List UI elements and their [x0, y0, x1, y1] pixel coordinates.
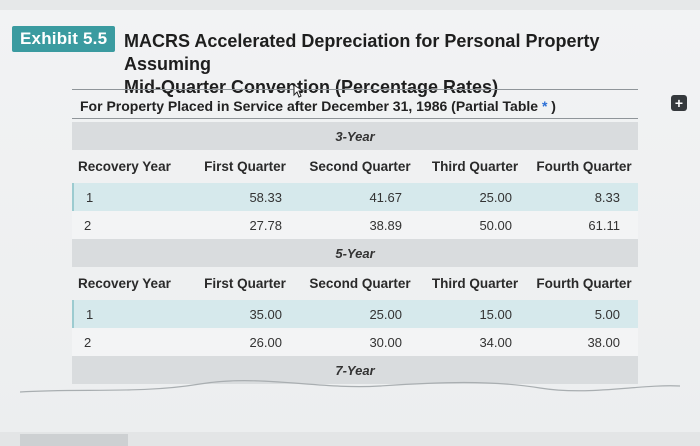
table-cell: 27.78 [190, 211, 300, 239]
torn-edge-line [20, 380, 680, 393]
plus-icon[interactable]: + [671, 95, 687, 111]
table-cell: 41.67 [300, 183, 420, 211]
bottom-strip [0, 432, 700, 446]
table-cell: 34.00 [420, 328, 530, 356]
column-header-row: Recovery Year First Quarter Second Quart… [72, 150, 638, 183]
table-cell: 2 [72, 328, 190, 356]
table-cell: 1 [72, 183, 190, 211]
table-cell: 15.00 [420, 300, 530, 328]
table-cell: 26.00 [190, 328, 300, 356]
table-cell: 50.00 [420, 211, 530, 239]
table-cell: 1 [72, 300, 190, 328]
table-cell: 5.00 [530, 300, 638, 328]
column-header: Third Quarter [431, 159, 519, 174]
subtitle-close: ) [547, 98, 556, 114]
table-subtitle: For Property Placed in Service after Dec… [80, 98, 556, 114]
table-cell: 25.00 [420, 183, 530, 211]
table-row: 2 27.78 38.89 50.00 61.11 [72, 211, 638, 239]
column-header: First Quarter [204, 276, 286, 291]
section-header-5-year: 5-Year [72, 239, 638, 267]
table-cell: 25.00 [300, 300, 420, 328]
top-strip [0, 0, 700, 10]
section-header-7-year: 7-Year [72, 356, 638, 384]
column-header: Recovery Year [78, 159, 171, 174]
subtitle-divider [72, 118, 638, 119]
subtitle-text: For Property Placed in Service after Dec… [80, 98, 539, 114]
column-header: Second Quarter [309, 159, 411, 174]
macrs-table: 3-Year Recovery Year First Quarter Secon… [72, 122, 638, 384]
column-header-row: Recovery Year First Quarter Second Quart… [72, 267, 638, 300]
exhibit-title-line-2: Mid-Quarter Convention (Percentage Rates… [124, 77, 499, 97]
exhibit-badge: Exhibit 5.5 [12, 26, 116, 52]
section-label: 7-Year [72, 356, 638, 384]
column-header: Fourth Quarter [536, 159, 632, 174]
column-header: Third Quarter [431, 276, 519, 291]
table-cell: 8.33 [530, 183, 638, 211]
section-header-3-year: 3-Year [72, 122, 638, 150]
table-cell: 38.89 [300, 211, 420, 239]
table-row: 1 58.33 41.67 25.00 8.33 [72, 183, 638, 211]
table-cell: 2 [72, 211, 190, 239]
table-row: 2 26.00 30.00 34.00 38.00 [72, 328, 638, 356]
footnote-star: * [541, 98, 548, 114]
column-header: Fourth Quarter [536, 276, 632, 291]
column-header: Recovery Year [78, 276, 171, 291]
exhibit-title-line-1: MACRS Accelerated Depreciation for Perso… [124, 31, 600, 74]
exhibit-title: MACRS Accelerated Depreciation for Perso… [124, 30, 684, 99]
section-label: 3-Year [72, 122, 638, 150]
table-cell: 30.00 [300, 328, 420, 356]
bottom-tab [20, 434, 128, 446]
column-header: First Quarter [204, 159, 286, 174]
table-cell: 61.11 [530, 211, 638, 239]
table-cell: 35.00 [190, 300, 300, 328]
column-header: Second Quarter [309, 276, 411, 291]
table-cell: 38.00 [530, 328, 638, 356]
title-divider [72, 89, 638, 90]
table-row: 1 35.00 25.00 15.00 5.00 [72, 300, 638, 328]
section-label: 5-Year [72, 239, 638, 267]
table-cell: 58.33 [190, 183, 300, 211]
mouse-pointer-icon [293, 84, 305, 98]
